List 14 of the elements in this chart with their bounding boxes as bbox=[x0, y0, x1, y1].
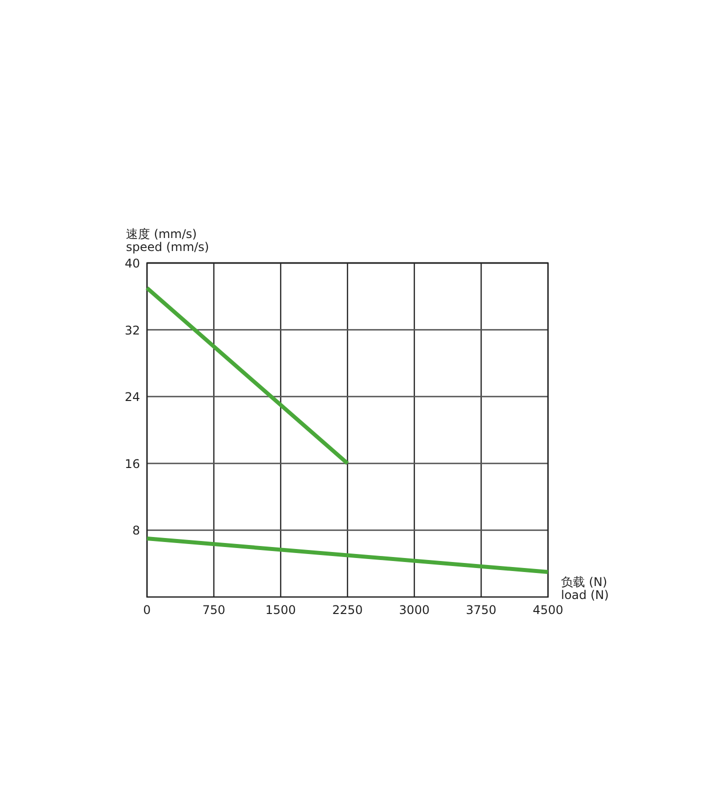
xtick: 1500 bbox=[265, 603, 296, 617]
ytick: 32 bbox=[124, 323, 140, 338]
xtick: 2250 bbox=[332, 603, 363, 617]
xtick: 3750 bbox=[466, 603, 496, 617]
ylabel: 速度 (mm/s) speed (mm/s) bbox=[126, 227, 210, 254]
xtick: 4500 bbox=[532, 603, 564, 617]
ytick: 24 bbox=[124, 390, 140, 404]
ytick: 8 bbox=[132, 524, 140, 538]
ytick: 40 bbox=[124, 256, 140, 270]
xtick: 0 bbox=[143, 603, 151, 617]
xtick: 750 bbox=[202, 603, 226, 617]
xlabel: 负载 (N) load (N) bbox=[561, 575, 609, 602]
xtick: 3000 bbox=[399, 603, 430, 617]
ytick: 16 bbox=[124, 456, 140, 471]
